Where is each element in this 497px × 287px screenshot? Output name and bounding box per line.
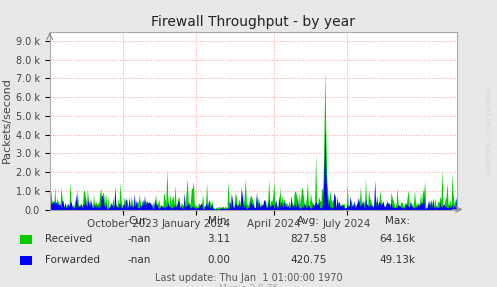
FancyBboxPatch shape <box>20 235 32 244</box>
Text: Avg:: Avg: <box>297 216 320 226</box>
Text: Received: Received <box>45 234 92 244</box>
FancyBboxPatch shape <box>20 256 32 265</box>
Text: 49.13k: 49.13k <box>380 255 415 265</box>
Text: Cur:: Cur: <box>128 216 150 226</box>
Text: -nan: -nan <box>127 234 151 244</box>
Text: 64.16k: 64.16k <box>380 234 415 244</box>
Text: 827.58: 827.58 <box>290 234 327 244</box>
Text: 420.75: 420.75 <box>290 255 327 265</box>
Text: -nan: -nan <box>127 255 151 265</box>
Text: Munin 2.0.75: Munin 2.0.75 <box>219 284 278 287</box>
Title: Firewall Throughput - by year: Firewall Throughput - by year <box>152 15 355 29</box>
Text: 0.00: 0.00 <box>207 255 230 265</box>
Y-axis label: Packets/second: Packets/second <box>1 77 12 164</box>
Text: RRDTOOL / TOBI OETIKER: RRDTOOL / TOBI OETIKER <box>487 85 493 174</box>
Text: 3.11: 3.11 <box>207 234 230 244</box>
Text: Max:: Max: <box>385 216 410 226</box>
Text: Forwarded: Forwarded <box>45 255 100 265</box>
Text: Last update: Thu Jan  1 01:00:00 1970: Last update: Thu Jan 1 01:00:00 1970 <box>155 273 342 283</box>
Text: Min:: Min: <box>208 216 230 226</box>
